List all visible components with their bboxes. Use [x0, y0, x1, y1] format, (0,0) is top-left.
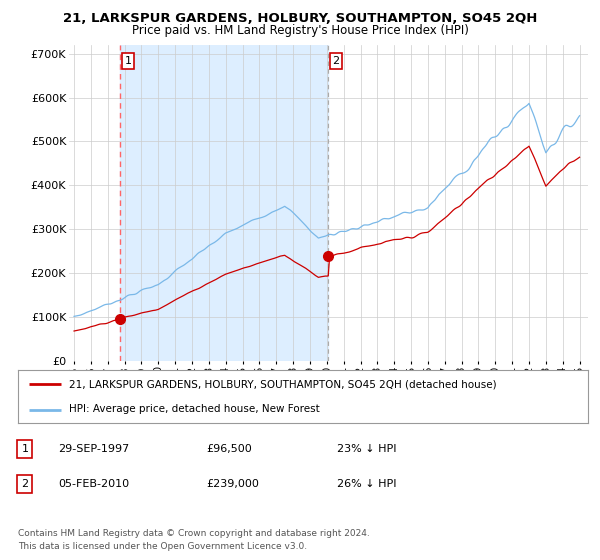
Text: 21, LARKSPUR GARDENS, HOLBURY, SOUTHAMPTON, SO45 2QH: 21, LARKSPUR GARDENS, HOLBURY, SOUTHAMPT…	[63, 12, 537, 25]
Text: Price paid vs. HM Land Registry's House Price Index (HPI): Price paid vs. HM Land Registry's House …	[131, 24, 469, 37]
Text: 05-FEB-2010: 05-FEB-2010	[58, 479, 129, 489]
Text: £239,000: £239,000	[206, 479, 259, 489]
Bar	[121, 45, 328, 361]
Text: HPI: Average price, detached house, New Forest: HPI: Average price, detached house, New …	[70, 404, 320, 414]
Text: 26% ↓ HPI: 26% ↓ HPI	[337, 479, 397, 489]
Text: 1: 1	[125, 56, 131, 66]
Text: 2: 2	[332, 56, 340, 66]
Text: 1: 1	[22, 444, 28, 454]
Text: 23% ↓ HPI: 23% ↓ HPI	[337, 444, 397, 454]
Text: 2: 2	[21, 479, 28, 489]
Text: This data is licensed under the Open Government Licence v3.0.: This data is licensed under the Open Gov…	[18, 542, 307, 550]
Text: Contains HM Land Registry data © Crown copyright and database right 2024.: Contains HM Land Registry data © Crown c…	[18, 529, 370, 538]
Text: 21, LARKSPUR GARDENS, HOLBURY, SOUTHAMPTON, SO45 2QH (detached house): 21, LARKSPUR GARDENS, HOLBURY, SOUTHAMPT…	[70, 380, 497, 390]
Text: 29-SEP-1997: 29-SEP-1997	[58, 444, 129, 454]
Text: £96,500: £96,500	[206, 444, 252, 454]
